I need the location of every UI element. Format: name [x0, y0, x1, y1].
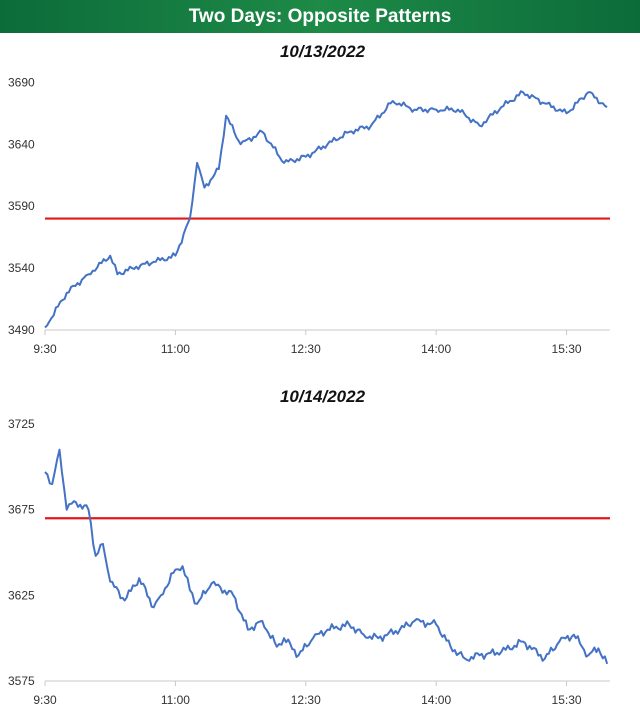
y-tick-label: 3690	[8, 75, 35, 89]
x-tick-label: 14:00	[421, 693, 451, 707]
x-tick-label: 9:30	[33, 693, 57, 707]
x-tick-label: 11:00	[161, 693, 190, 707]
series-line	[44, 448, 609, 665]
y-tick-label: 3575	[8, 674, 35, 688]
series-line	[44, 90, 608, 329]
x-tick-label: 14:00	[421, 342, 451, 356]
y-tick-label: 3490	[8, 323, 35, 337]
x-tick-label: 15:30	[552, 693, 582, 707]
y-tick-label: 3725	[8, 417, 35, 431]
y-tick-label: 3540	[8, 261, 35, 275]
x-tick-label: 11:00	[161, 342, 190, 356]
chart-banner: Two Days: Opposite Patterns	[0, 0, 640, 33]
y-tick-label: 3590	[8, 199, 35, 213]
chart-title: 10/14/2022	[280, 387, 366, 406]
chart-title: 10/13/2022	[280, 42, 366, 61]
banner-title: Two Days: Opposite Patterns	[188, 5, 452, 27]
y-tick-label: 3640	[8, 137, 35, 151]
x-tick-label: 15:30	[552, 342, 582, 356]
y-tick-label: 3625	[8, 588, 35, 602]
x-tick-label: 9:30	[33, 342, 57, 356]
x-tick-label: 12:30	[291, 342, 321, 356]
y-tick-label: 3675	[8, 503, 35, 517]
x-tick-label: 12:30	[291, 693, 321, 707]
